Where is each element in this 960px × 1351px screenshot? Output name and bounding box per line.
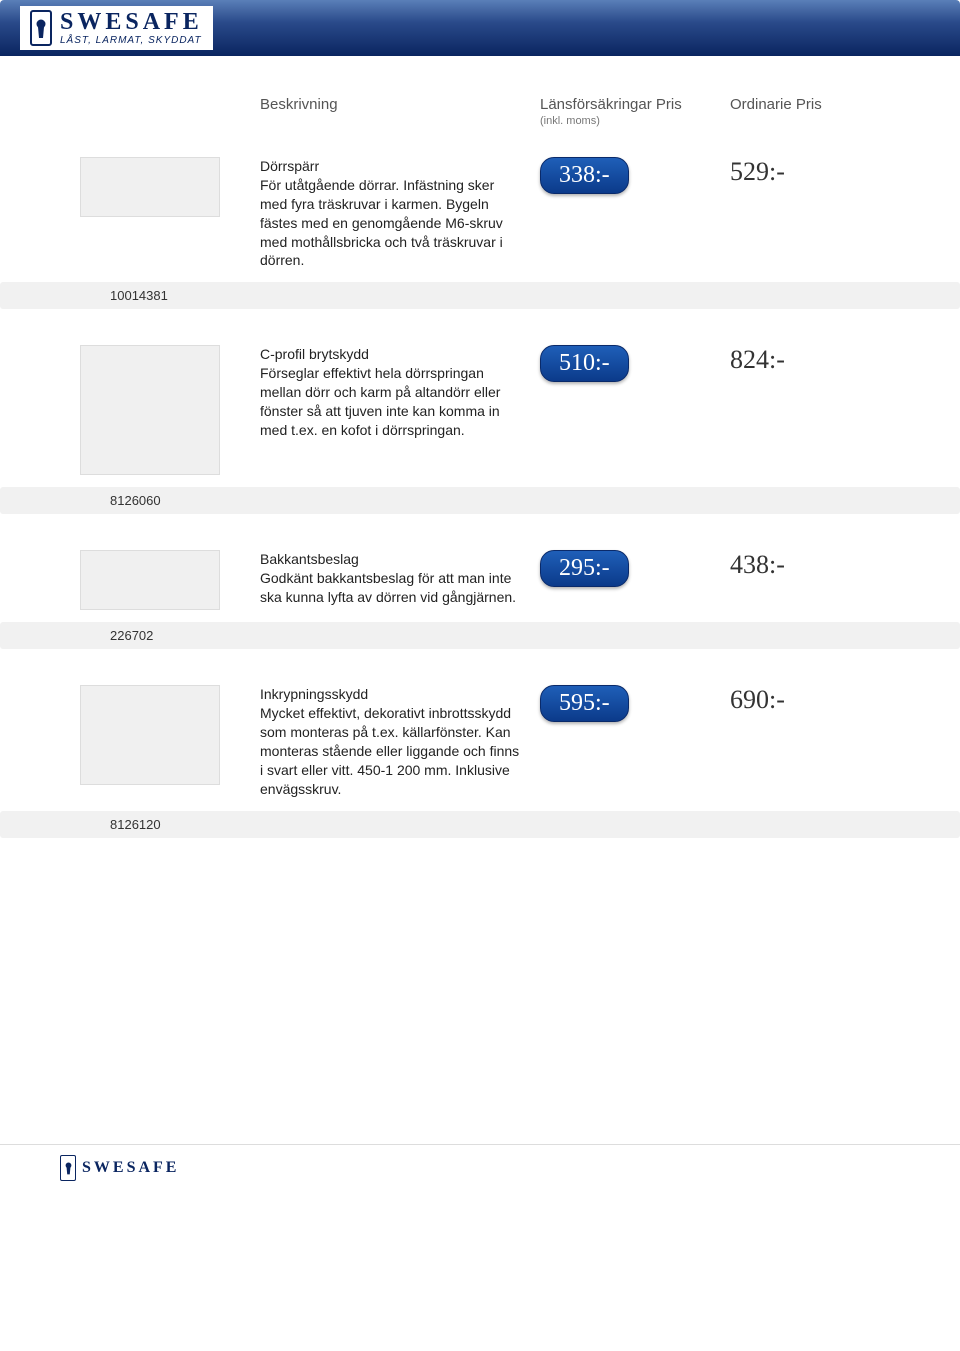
keyhole-icon [60, 1155, 76, 1181]
sku-bar: 8126060 [0, 487, 960, 514]
lf-price-cell: 595:- [540, 685, 710, 722]
footer-brand-name: SWESAFE [82, 1159, 179, 1177]
product-row: Bakkantsbeslag Godkänt bakkantsbeslag fö… [60, 550, 900, 610]
column-headers: Beskrivning Länsförsäkringar Pris (inkl.… [60, 96, 900, 127]
lf-price-cell: 295:- [540, 550, 710, 587]
brand-logo: SWESAFE LÅST, LARMAT, SKYDDAT [20, 6, 213, 50]
product-body: För utåtgående dörrar. Infästning sker m… [260, 177, 503, 269]
ord-price: 690:- [730, 685, 880, 715]
product-image-cell [60, 550, 240, 610]
product-image-cell [60, 345, 240, 475]
sku-bar: 8126120 [0, 811, 960, 838]
ord-price: 438:- [730, 550, 880, 580]
product-description: C-profil brytskydd Förseglar effektivt h… [260, 345, 520, 439]
page-footer: SWESAFE [0, 1144, 960, 1201]
lf-price-badge: 295:- [540, 550, 629, 587]
lf-price-cell: 510:- [540, 345, 710, 382]
product-image-cell [60, 685, 240, 785]
product-description: Inkrypningsskydd Mycket effektivt, dekor… [260, 685, 520, 798]
product-image [80, 550, 220, 610]
ord-price: 824:- [730, 345, 880, 375]
product-body: Förseglar effektivt hela dörrspringan me… [260, 365, 500, 438]
product-image [80, 345, 220, 475]
product-title: Bakkantsbeslag [260, 550, 520, 569]
product-image [80, 685, 220, 785]
lf-price-badge: 595:- [540, 685, 629, 722]
brand-tagline: LÅST, LARMAT, SKYDDAT [60, 36, 203, 46]
lf-price-badge: 510:- [540, 345, 629, 382]
product-row: Inkrypningsskydd Mycket effektivt, dekor… [60, 685, 900, 798]
product-image-cell [60, 157, 240, 217]
product-description: Dörrspärr För utåtgående dörrar. Infästn… [260, 157, 520, 270]
product-description: Bakkantsbeslag Godkänt bakkantsbeslag fö… [260, 550, 520, 607]
sku-bar: 10014381 [0, 282, 960, 309]
brand-name: SWESAFE [60, 10, 203, 34]
product-row: Dörrspärr För utåtgående dörrar. Infästn… [60, 157, 900, 270]
product-row: C-profil brytskydd Förseglar effektivt h… [60, 345, 900, 475]
col-header-ord-price: Ordinarie Pris [730, 96, 880, 127]
product-title: C-profil brytskydd [260, 345, 520, 364]
sku-bar: 226702 [0, 622, 960, 649]
ord-price: 529:- [730, 157, 880, 187]
page-header: SWESAFE LÅST, LARMAT, SKYDDAT [0, 0, 960, 56]
product-body: Mycket effektivt, dekorativt inbrottssky… [260, 705, 519, 797]
lf-price-cell: 338:- [540, 157, 710, 194]
product-body: Godkänt bakkantsbeslag för att man inte … [260, 570, 516, 605]
footer-brand-logo: SWESAFE [60, 1155, 900, 1181]
product-title: Dörrspärr [260, 157, 520, 176]
product-table: Beskrivning Länsförsäkringar Pris (inkl.… [0, 56, 960, 894]
lf-price-badge: 338:- [540, 157, 629, 194]
product-title: Inkrypningsskydd [260, 685, 520, 704]
col-header-lf-price: Länsförsäkringar Pris (inkl. moms) [540, 96, 710, 127]
product-image [80, 157, 220, 217]
col-header-description: Beskrivning [260, 96, 520, 127]
keyhole-icon [30, 10, 52, 46]
